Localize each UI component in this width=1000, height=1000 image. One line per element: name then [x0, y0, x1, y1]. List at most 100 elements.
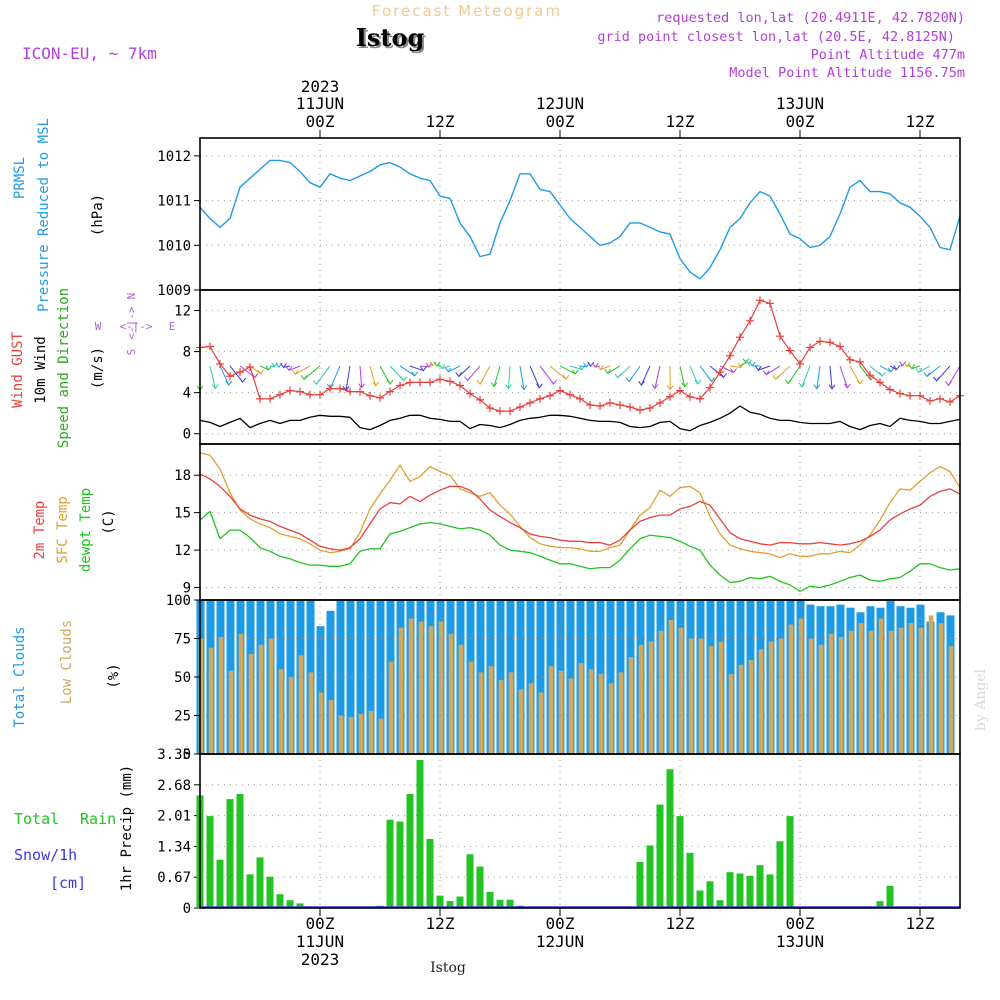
wind-direction-arrow: [849, 365, 864, 385]
low-cloud-bar: [638, 644, 644, 754]
wind-direction-arrow: [342, 365, 351, 392]
plot-area: 1009 1010 1011 1012 0 4 8 12 9 12 15 18 0 25 50 75 100 0 0…: [157, 137, 964, 917]
wind-arrow-shaft: [529, 365, 540, 388]
wind-gust-marker: [906, 391, 914, 400]
wind-arrow-head: [386, 379, 394, 385]
wind-gust-marker: [366, 391, 374, 400]
rain-bar: [686, 852, 694, 908]
low-cloud-bar: [698, 638, 704, 754]
wind-gust-marker: [936, 394, 944, 403]
rain-bar: [236, 794, 244, 908]
wind-direction-arrow: [219, 365, 233, 386]
wind-direction-arrow: [813, 365, 821, 390]
wind-direction-arrow: [597, 365, 611, 371]
rain-bar: [426, 839, 434, 908]
dewpt-label: dewpt Temp: [78, 488, 94, 572]
low-cloud-bar: [938, 623, 944, 754]
wind-direction-arrow: [638, 365, 651, 386]
wind-direction-arrow: [539, 365, 557, 385]
wind-arrow-shaft: [209, 365, 216, 389]
wind-arrow-head: [400, 376, 408, 382]
wind-arrow-head: [280, 363, 287, 369]
rain-bar: [406, 794, 414, 908]
wind-arrow-shaft: [926, 365, 941, 377]
rain-bar: [476, 866, 484, 908]
wind-gust-marker: [646, 404, 654, 413]
top-tick-date: 11JUN: [296, 94, 344, 113]
wind-direction-arrow: [326, 365, 341, 390]
low-cloud-bar: [878, 618, 884, 754]
top-tick-hour: 00Z: [546, 112, 575, 131]
wind-direction-arrow: [651, 365, 661, 390]
wind-direction-arrow: [389, 365, 408, 382]
ytick-label-3-4: 100: [166, 593, 191, 609]
wind-direction-arrow: [739, 358, 750, 367]
wind-arrow-head: [933, 376, 940, 382]
low-cloud-bar: [398, 627, 404, 754]
rain-bar: [456, 896, 464, 908]
rain-bar: [446, 901, 454, 908]
low-cloud-bar: [368, 710, 374, 754]
wind-arrow-shaft: [689, 365, 699, 385]
wind-gust-marker: [426, 378, 434, 387]
low-cloud-bar: [248, 653, 254, 754]
low-cloud-bar: [668, 620, 674, 754]
ytick-label-4-2: 1.34: [157, 839, 191, 855]
precip-ylabel: 1hr Precip (mm): [119, 765, 135, 891]
wind-arrow-shaft: [359, 365, 363, 388]
wind-arrow-shaft: [419, 365, 430, 368]
wind-direction-arrow: [476, 365, 491, 386]
low-cloud-bar: [298, 655, 304, 754]
low-cloud-bar: [278, 669, 284, 754]
wind-direction-arrow: [505, 365, 512, 390]
wind-direction-arrow: [433, 361, 441, 367]
wind-arrow-head: [638, 380, 645, 386]
wind-direction-arrow: [933, 365, 951, 382]
wind-direction-arrow: [614, 365, 631, 379]
wind-direction-arrow: [839, 365, 851, 389]
grid-point-coords: grid point closest lon,lat (20.5E, 42.81…: [597, 29, 955, 45]
rain-bar: [486, 891, 494, 908]
wind-gust-marker: [356, 387, 364, 396]
bottom-tick-hour: 00Z: [786, 914, 815, 933]
wind-gust-marker: [876, 378, 884, 387]
low-cloud-bar: [208, 647, 214, 754]
wind-arrow-shaft: [441, 365, 451, 369]
wind-gust-marker: [256, 394, 264, 403]
top-tick-date: 12JUN: [536, 94, 584, 113]
wind-arrow-head: [411, 371, 419, 377]
wind-arrow-shaft: [600, 365, 611, 370]
wind-arrow-head: [878, 371, 886, 377]
wind-gust-marker: [706, 383, 714, 392]
wind-gust-marker: [516, 403, 524, 412]
rain-bar: [886, 885, 894, 908]
wind-direction-arrow: [285, 365, 301, 372]
wind-direction-arrow: [666, 365, 674, 391]
model-name: ICON-EU, ~ 7km: [22, 44, 157, 63]
wind-direction-arrow: [784, 365, 801, 385]
top-tick-hour: 00Z: [306, 112, 335, 131]
wind-direction-arrow: [879, 365, 895, 373]
low-cloud-bar: [578, 663, 584, 754]
low-cloud-bar: [258, 644, 264, 754]
temperature-unit: (C): [101, 509, 117, 534]
low-cloud-bar: [898, 627, 904, 754]
wind-arrow-head: [425, 362, 433, 368]
rain-bar: [746, 875, 754, 908]
low-cloud-bar: [768, 641, 774, 754]
wind-direction-arrow: [903, 362, 911, 368]
wind-arrow-shaft: [879, 365, 892, 373]
ytick-label-4-4: 2.68: [157, 778, 191, 794]
wind-arrow-head: [604, 369, 612, 375]
ytick-label-0-0: 1009: [157, 283, 191, 299]
wind-gust-marker: [586, 400, 594, 409]
wind-gust-marker: [396, 381, 404, 390]
wind-arrow-head: [444, 367, 452, 373]
wind-direction-arrow: [579, 362, 590, 368]
ytick-label-2-1: 12: [174, 543, 191, 559]
wind-direction-arrow: [369, 365, 380, 387]
rain-bar: [756, 865, 764, 908]
rain-bar: [296, 903, 304, 908]
